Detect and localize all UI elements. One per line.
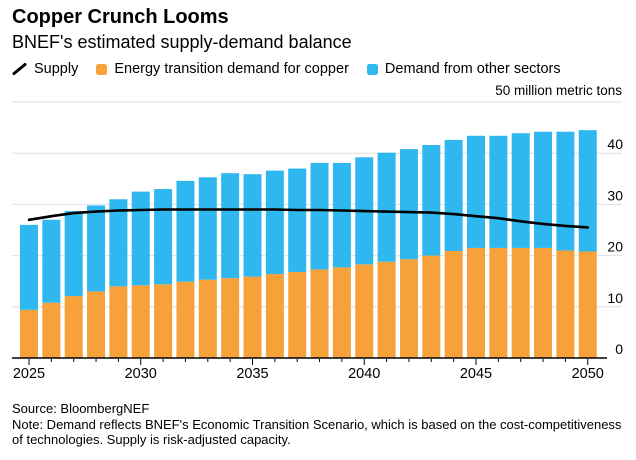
bar-2035-energy-transition-demand xyxy=(243,276,262,358)
bar-2047-energy-transition-demand xyxy=(511,247,530,358)
bar-2033-energy-transition-demand xyxy=(198,279,217,358)
bar-2046-other-sectors-demand xyxy=(489,135,508,248)
legend-item-demand-from-other: Demand from other sectors xyxy=(366,61,561,77)
bar-2049-other-sectors-demand xyxy=(556,131,575,251)
supply-line-icon xyxy=(12,63,27,75)
bar-2047-other-sectors-demand xyxy=(511,133,530,248)
bar-2048-energy-transition-demand xyxy=(534,247,553,358)
x-tick-label-2030: 2030 xyxy=(125,366,157,382)
bar-2030-energy-transition-demand xyxy=(131,285,150,358)
footer: Source: BloombergNEF Note: Demand reflec… xyxy=(12,401,632,448)
source-text: Source: BloombergNEF xyxy=(12,401,150,416)
supply-line xyxy=(27,208,590,229)
bar-2043-energy-transition-demand xyxy=(422,255,441,358)
legend-swatch-icon xyxy=(366,63,378,75)
y-tick-label-20: 20 xyxy=(607,239,623,255)
bar-2039-other-sectors-demand xyxy=(332,162,351,268)
chart-title: Copper Crunch Looms xyxy=(12,6,229,28)
bar-2041-energy-transition-demand xyxy=(377,261,396,358)
legend-label: Demand from other sectors xyxy=(384,61,561,77)
x-tick-label-2050: 2050 xyxy=(572,366,604,382)
bar-2030-other-sectors-demand xyxy=(131,191,150,286)
bar-2036-energy-transition-demand xyxy=(265,274,284,358)
bar-2028-energy-transition-demand xyxy=(87,291,106,358)
bar-2049-energy-transition-demand xyxy=(556,250,575,358)
bar-2037-other-sectors-demand xyxy=(288,168,307,272)
bar-2044-other-sectors-demand xyxy=(444,139,463,251)
bar-2036-other-sectors-demand xyxy=(265,170,284,275)
bar-2041-other-sectors-demand xyxy=(377,152,396,262)
bar-2039-energy-transition-demand xyxy=(332,267,351,358)
axis-unit-label: 50 million metric tons xyxy=(495,83,622,98)
x-tick-label-2040: 2040 xyxy=(348,366,380,382)
bar-2042-other-sectors-demand xyxy=(399,149,418,260)
bar-2027-other-sectors-demand xyxy=(64,211,83,297)
bar-2029-other-sectors-demand xyxy=(109,199,128,287)
bar-2040-energy-transition-demand xyxy=(355,264,374,358)
bar-2043-other-sectors-demand xyxy=(422,145,441,256)
bar-2046-energy-transition-demand xyxy=(489,247,508,358)
bar-2045-other-sectors-demand xyxy=(467,135,485,248)
legend-item-energy-transition-demand: Energy transition demand for copper xyxy=(96,61,349,77)
bar-2026-other-sectors-demand xyxy=(42,219,61,303)
x-tick-label-2035: 2035 xyxy=(236,366,268,382)
bar-2038-energy-transition-demand xyxy=(310,269,329,358)
bar-2031-energy-transition-demand xyxy=(154,284,173,358)
bar-2031-other-sectors-demand xyxy=(154,189,173,285)
legend-label: Energy transition demand for copper xyxy=(114,61,349,77)
y-tick-label-30: 30 xyxy=(607,187,623,203)
legend-swatch-icon xyxy=(96,63,108,75)
bar-2025-other-sectors-demand xyxy=(20,224,38,310)
y-tick-label-10: 10 xyxy=(607,290,623,306)
x-tick-label-2045: 2045 xyxy=(460,366,492,382)
bar-2035-other-sectors-demand xyxy=(243,174,262,277)
bar-2038-other-sectors-demand xyxy=(310,162,329,270)
legend-item-supply: Supply xyxy=(12,61,78,77)
bar-2044-energy-transition-demand xyxy=(444,250,463,358)
bar-2025-energy-transition-demand xyxy=(20,309,38,358)
chart-subtitle: BNEF's estimated supply-demand balance xyxy=(12,32,352,52)
legend: Supply Energy transition demand for coppe… xyxy=(12,61,561,77)
bar-2029-energy-transition-demand xyxy=(109,286,128,358)
bar-2032-other-sectors-demand xyxy=(176,180,195,282)
y-tick-label-0: 0 xyxy=(615,341,623,357)
bar-2050-other-sectors-demand xyxy=(578,130,597,252)
bar-2033-other-sectors-demand xyxy=(198,177,217,280)
y-tick-label-40: 40 xyxy=(607,136,623,152)
bar-2032-energy-transition-demand xyxy=(176,281,195,358)
x-tick-label-2025: 2025 xyxy=(13,366,45,382)
bar-2027-energy-transition-demand xyxy=(64,296,83,358)
bar-2037-energy-transition-demand xyxy=(288,271,307,358)
bar-2034-other-sectors-demand xyxy=(221,173,240,279)
bar-2034-energy-transition-demand xyxy=(221,278,240,358)
bar-2026-energy-transition-demand xyxy=(42,302,61,358)
bar-2042-energy-transition-demand xyxy=(399,259,418,358)
bar-2045-energy-transition-demand xyxy=(467,247,485,358)
note-text: Note: Demand reflects BNEF's Economic Tr… xyxy=(12,416,622,448)
bar-2050-energy-transition-demand xyxy=(578,251,597,358)
bar-2048-other-sectors-demand xyxy=(534,131,553,248)
legend-label: Supply xyxy=(34,61,79,77)
bar-2028-other-sectors-demand xyxy=(87,205,106,292)
